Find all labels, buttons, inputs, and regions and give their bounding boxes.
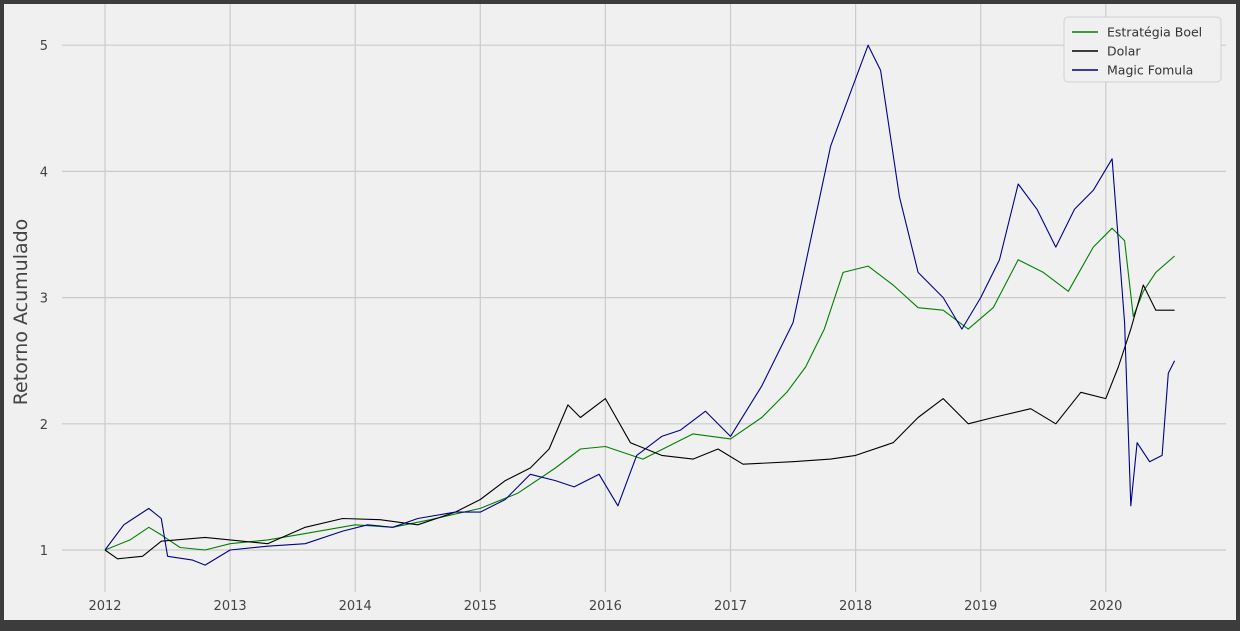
series-line [104, 227, 1175, 551]
y-tick-label: 1 [40, 544, 48, 559]
y-tick-label: 5 [40, 39, 48, 54]
gridlines [62, 4, 1226, 592]
legend-box [1063, 16, 1222, 83]
y-tick-label: 4 [40, 165, 48, 180]
x-tick-label: 2014 [339, 599, 372, 614]
y-tick-label: 2 [40, 418, 48, 433]
series-line [104, 44, 1176, 566]
x-tick-label: 2020 [1089, 599, 1122, 614]
series-line [104, 284, 1175, 560]
tick-labels: 2012 2013 2014 2015 2016 2017 2018 2019 2020 1 2 3 4… [40, 39, 1123, 614]
x-tick-label: 2016 [589, 599, 622, 614]
series-lines [104, 44, 1176, 566]
legend: Estratégia Boel Dolar Magic Fomula [1063, 16, 1222, 83]
plot-area [4, 4, 1236, 620]
x-tick-label: 2018 [839, 599, 872, 614]
x-tick-label: 2017 [714, 599, 747, 614]
legend-label: Dolar [1107, 44, 1141, 59]
y-tick-label: 3 [40, 292, 48, 307]
x-tick-label: 2012 [88, 599, 121, 614]
legend-label: Estratégia Boel [1107, 25, 1202, 40]
x-tick-label: 2019 [964, 599, 997, 614]
x-tick-label: 2015 [464, 599, 497, 614]
legend-label: Magic Fomula [1107, 63, 1193, 78]
x-tick-label: 2013 [214, 599, 247, 614]
y-axis-label: Retorno Acumulado [10, 219, 32, 406]
